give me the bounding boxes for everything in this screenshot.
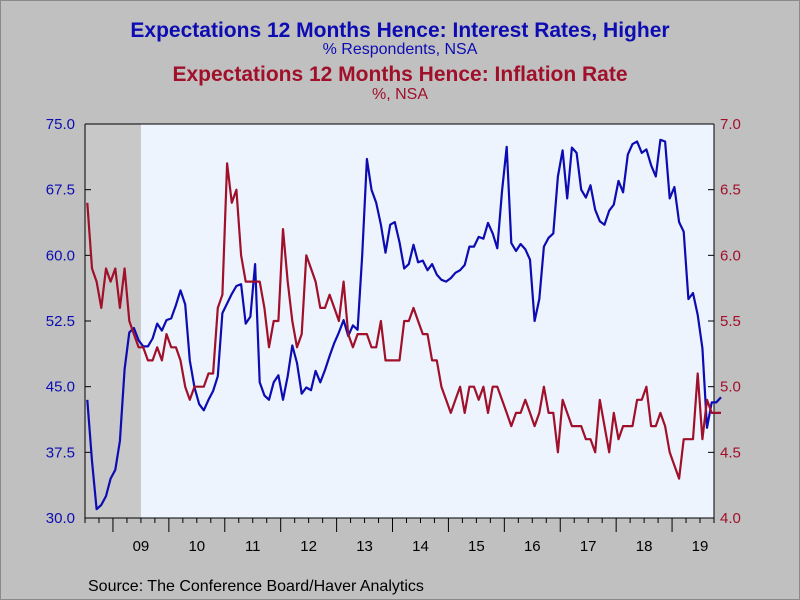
x-tick-label: 13: [356, 538, 373, 555]
right-tick-label: 4.0: [720, 510, 741, 527]
left-tick-label: 60.0: [46, 247, 75, 264]
x-tick-label: 16: [524, 538, 541, 555]
interest-rate-series-line: [86, 138, 722, 511]
source-note: Source: The Conference Board/Haver Analy…: [88, 578, 424, 595]
x-tick-label: 10: [188, 538, 205, 555]
x-tick-label: 15: [468, 538, 485, 555]
x-tick-label: 17: [580, 538, 597, 555]
left-tick-label: 52.5: [46, 313, 75, 330]
right-tick-label: 5.0: [720, 379, 741, 396]
left-tick-label: 67.5: [46, 182, 75, 199]
right-tick-label: 7.0: [720, 116, 741, 133]
right-tick-label: 6.5: [720, 182, 741, 199]
chart-subtitle-inflation: %, NSA: [371, 86, 428, 103]
chart-title-inflation: Expectations 12 Months Hence: Inflation …: [172, 63, 628, 86]
chart-title-interest: Expectations 12 Months Hence: Interest R…: [130, 19, 670, 42]
right-tick-label: 6.0: [720, 247, 741, 264]
x-tick-label: 12: [300, 538, 317, 555]
chart-subtitle-interest: % Respondents, NSA: [322, 41, 478, 58]
inflation-rate-series-line: [86, 162, 721, 480]
recession-shading: [85, 124, 141, 518]
left-tick-label: 45.0: [46, 379, 75, 396]
right-tick-label: 5.5: [720, 313, 741, 330]
left-tick-label: 75.0: [46, 116, 75, 133]
left-tick-label: 30.0: [46, 510, 75, 527]
left-tick-label: 37.5: [46, 444, 75, 461]
x-tick-label: 11: [245, 538, 261, 555]
x-tick-label: 18: [636, 538, 653, 555]
right-tick-label: 4.5: [720, 444, 741, 461]
x-tick-label: 14: [412, 538, 429, 555]
x-tick-label: 09: [133, 538, 150, 555]
x-tick-label: 19: [692, 538, 709, 555]
